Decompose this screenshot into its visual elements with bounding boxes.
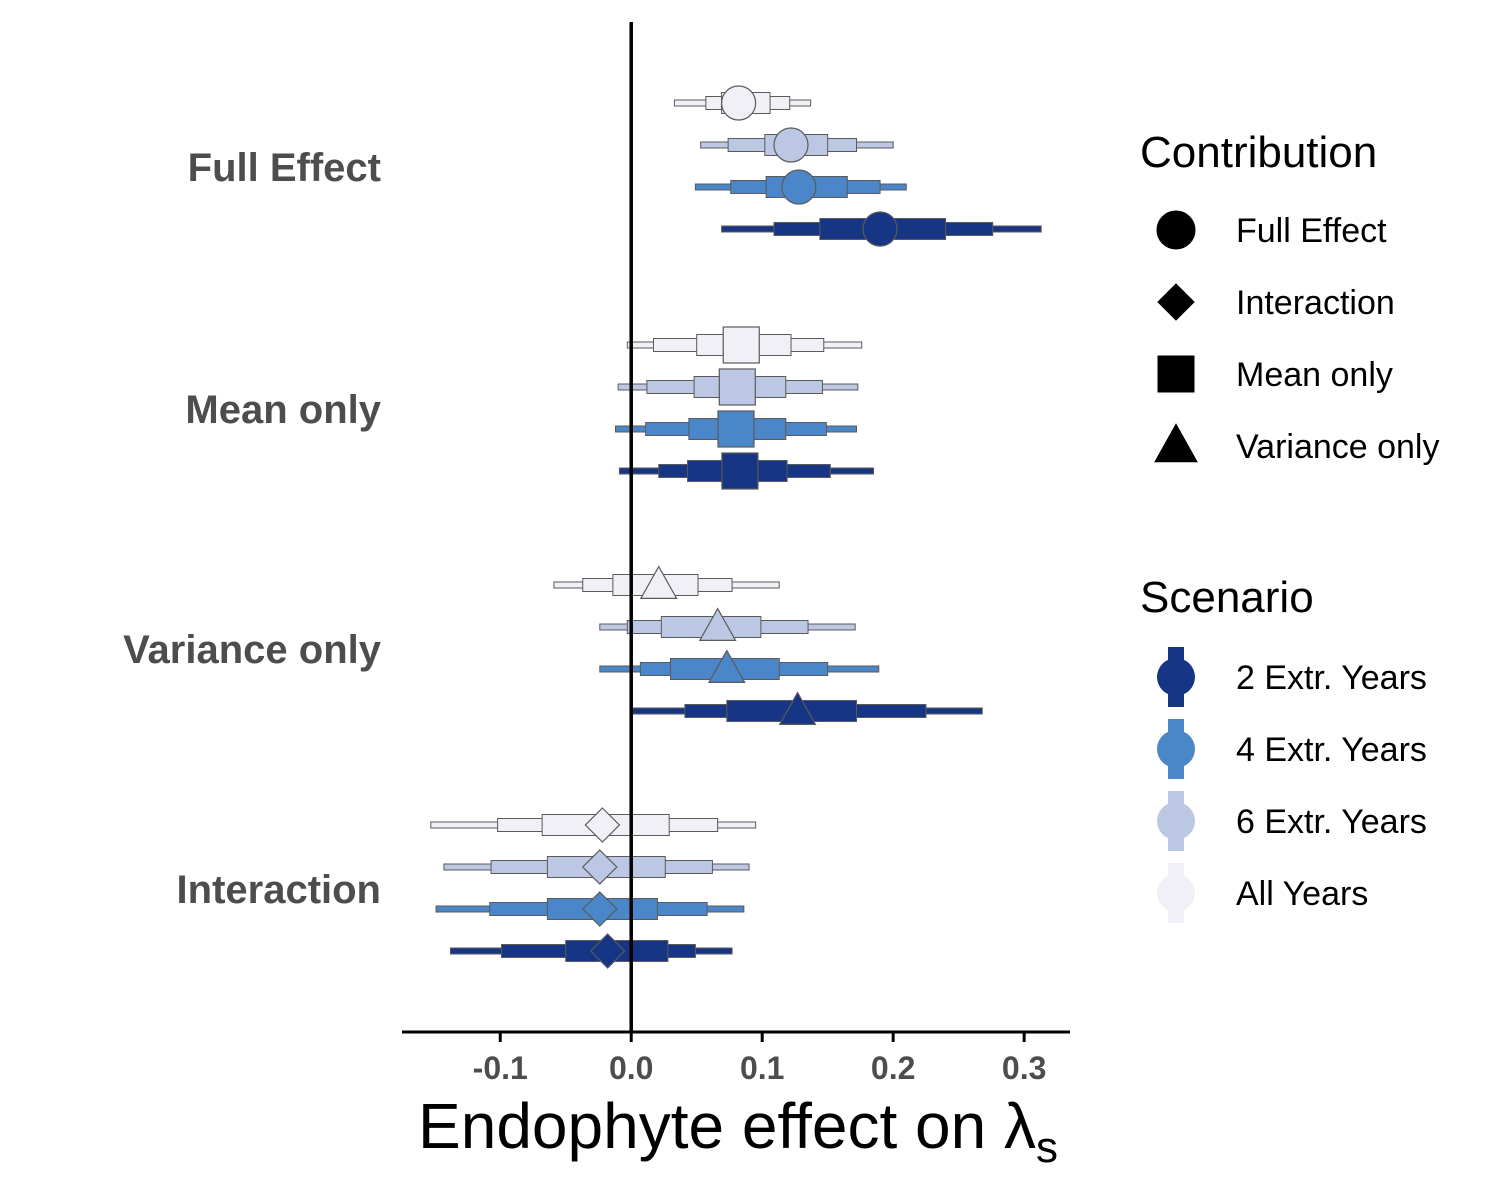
legend-scenario-key <box>1157 647 1195 707</box>
legend-scenario-label: All Years <box>1236 875 1368 913</box>
point-estimate <box>707 649 746 683</box>
category-labels: Full Effect Mean only Variance only Interac… <box>123 146 382 912</box>
category-label: Interaction <box>177 868 381 912</box>
interval-group <box>449 933 733 969</box>
point-estimate <box>773 127 809 163</box>
legend-scenario-title: Scenario <box>1140 573 1314 622</box>
x-tick-label: 0.3 <box>1002 1050 1046 1086</box>
legend-scenario-label: 2 Extr. Years <box>1236 659 1427 697</box>
legend-contribution-label: Interaction <box>1236 284 1395 322</box>
point-estimate <box>722 326 760 364</box>
legend-triangle-icon <box>1154 423 1198 463</box>
legend-scenario-key <box>1157 863 1195 923</box>
legend-square-icon <box>1157 355 1195 393</box>
x-axis: -0.1 0.0 0.1 0.2 0.3 <box>402 1030 1070 1086</box>
point-estimate <box>721 85 757 121</box>
legend-contribution-label: Mean only <box>1236 356 1393 394</box>
legend-contribution-title: Contribution <box>1140 128 1377 177</box>
point-estimate <box>721 452 759 490</box>
x-tick-label: 0.0 <box>609 1050 653 1086</box>
legend-scenario: Scenario 2 Extr. Years 4 Extr. Years 6 Ext… <box>1140 573 1427 923</box>
interval-group <box>435 891 745 927</box>
x-tick-label: 0.1 <box>740 1050 784 1086</box>
legend-scenario-key <box>1157 719 1195 779</box>
interval-group <box>700 127 894 163</box>
legend-scenario-label: 4 Extr. Years <box>1236 731 1427 769</box>
point-estimate <box>584 807 621 843</box>
interval-group <box>618 452 875 490</box>
category-label: Variance only <box>123 628 382 672</box>
x-tick-label: -0.1 <box>473 1050 528 1086</box>
legend-diamond-icon <box>1157 283 1195 321</box>
point-estimate <box>698 607 737 641</box>
interval-group <box>673 85 812 121</box>
point-estimate <box>589 933 626 969</box>
interval-group <box>617 368 859 406</box>
interval-group <box>632 691 983 725</box>
legend-point-swatch <box>1157 874 1195 912</box>
point-estimate <box>781 169 817 205</box>
legend-point-swatch <box>1157 730 1195 768</box>
point-estimate <box>718 368 756 406</box>
interval-group <box>443 849 750 885</box>
legend-scenario-label: 6 Extr. Years <box>1236 803 1427 841</box>
plot-area <box>430 22 1042 1032</box>
legend-point-swatch <box>1157 802 1195 840</box>
x-axis-title: Endophyte effect on λs <box>418 1090 1058 1172</box>
interval-group <box>430 807 757 843</box>
category-label: Full Effect <box>188 146 381 190</box>
point-estimate <box>581 849 618 885</box>
interval-group <box>721 211 1042 247</box>
point-estimate <box>717 410 755 448</box>
point-estimate <box>639 565 678 599</box>
interval-group <box>553 565 780 599</box>
point-estimate <box>778 691 817 725</box>
point-estimate <box>862 211 898 247</box>
interval-group <box>599 607 856 641</box>
interval-group <box>614 410 858 448</box>
legend-circle-icon <box>1156 210 1196 250</box>
legend-contribution: Contribution Full Effect Interaction Mean … <box>1140 128 1440 466</box>
category-label: Mean only <box>185 388 381 432</box>
legend-scenario-key <box>1157 791 1195 851</box>
legend-point-swatch <box>1157 658 1195 696</box>
point-estimate <box>581 891 618 927</box>
x-tick-label: 0.2 <box>871 1050 915 1086</box>
interval-group <box>694 169 907 205</box>
interval-group <box>626 326 863 364</box>
legend-contribution-label: Variance only <box>1236 428 1440 466</box>
interval-group <box>599 649 880 683</box>
legend-contribution-label: Full Effect <box>1236 212 1387 250</box>
